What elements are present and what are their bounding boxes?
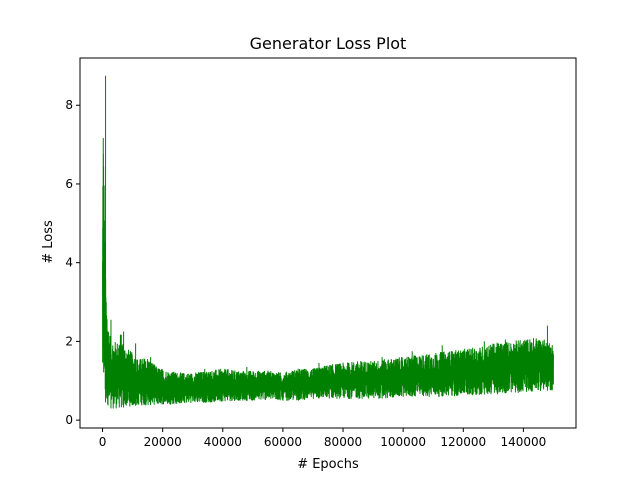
x-tick-label: 40000	[204, 435, 242, 449]
x-tick-label: 20000	[144, 435, 182, 449]
y-tick-label: 2	[65, 334, 73, 348]
y-tick-label: 8	[65, 98, 73, 112]
chart-title: Generator Loss Plot	[250, 34, 407, 53]
x-axis-label: # Epochs	[297, 457, 359, 472]
plot-area	[102, 75, 554, 409]
y-tick-label: 6	[65, 177, 73, 191]
y-axis: 0 2 4 6 8	[65, 98, 80, 427]
y-tick-label: 4	[65, 256, 73, 270]
y-axis-label: # Loss	[41, 220, 56, 264]
x-tick-label: 100000	[380, 435, 426, 449]
x-tick-label: 120000	[440, 435, 486, 449]
y-tick-label: 0	[65, 413, 73, 427]
x-tick-label: 80000	[324, 435, 362, 449]
x-axis: 0 20000 40000 60000 80000 100000 120000 140000	[99, 428, 546, 449]
x-tick-label: 0	[99, 435, 107, 449]
loss-series-line	[102, 75, 554, 409]
x-tick-label: 60000	[264, 435, 302, 449]
plot-frame	[79, 57, 577, 429]
x-tick-label: 140000	[500, 435, 546, 449]
